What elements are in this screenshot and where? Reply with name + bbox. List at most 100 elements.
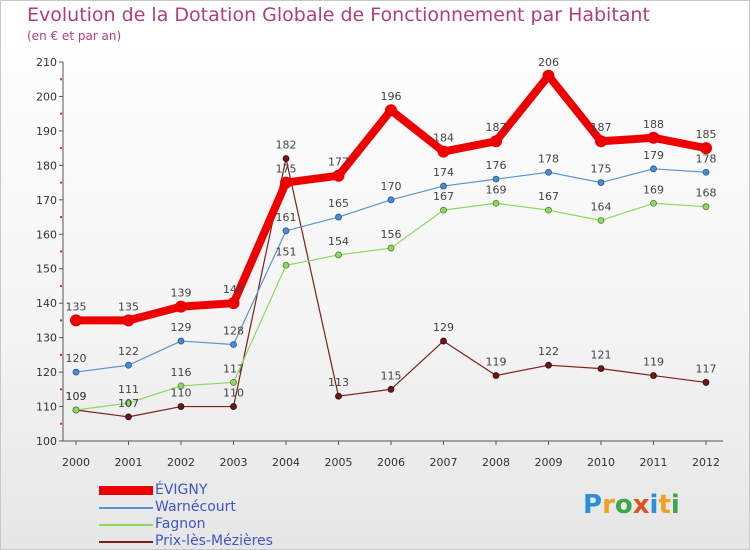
data-label-evigny: 188 xyxy=(643,118,664,131)
data-label-warnecourt: 129 xyxy=(171,321,192,334)
data-point-fagnon xyxy=(125,399,132,407)
series-layer xyxy=(70,69,712,421)
data-point-evigny xyxy=(595,135,607,148)
data-point-fagnon xyxy=(492,199,500,207)
data-label-prix-les-mezieres: 107 xyxy=(118,397,139,410)
x-tick-label: 2002 xyxy=(167,456,195,469)
data-label-evigny: 187 xyxy=(486,121,507,134)
data-label-fagnon: 156 xyxy=(381,228,402,241)
data-label-fagnon: 164 xyxy=(591,200,612,213)
data-label-evigny: 135 xyxy=(66,300,87,313)
data-point-evigny xyxy=(385,104,397,117)
data-label-prix-les-mezieres: 122 xyxy=(538,345,559,358)
data-label-prix-les-mezieres: 182 xyxy=(276,138,297,151)
data-label-fagnon: 154 xyxy=(328,235,349,248)
y-tick-label: 120 xyxy=(36,366,57,379)
legend-swatch-fagnon xyxy=(99,524,153,526)
data-label-warnecourt: 128 xyxy=(223,325,244,338)
chart-subtitle: (en € et par an) xyxy=(27,29,122,43)
data-point-evigny xyxy=(280,176,292,189)
data-point-evigny xyxy=(490,135,502,148)
y-minor-tick xyxy=(60,216,62,219)
data-label-fagnon: 111 xyxy=(118,383,139,396)
data-label-fagnon: 151 xyxy=(276,245,297,258)
data-label-evigny: 135 xyxy=(118,300,139,313)
data-label-evigny: 140 xyxy=(223,283,244,296)
x-tick-label: 2003 xyxy=(220,456,248,469)
data-point-warnecourt xyxy=(177,337,185,345)
x-tick-label: 2011 xyxy=(640,456,668,469)
y-tick-label: 150 xyxy=(36,263,57,276)
data-point-fagnon xyxy=(387,244,395,252)
x-tick-label: 2005 xyxy=(325,456,353,469)
y-minor-tick xyxy=(60,78,62,81)
data-point-prix-les-mezieres xyxy=(702,379,710,386)
data-point-evigny xyxy=(332,169,345,182)
data-point-warnecourt xyxy=(72,368,80,376)
data-point-prix-les-mezieres xyxy=(597,365,605,373)
y-tick-label: 200 xyxy=(36,90,57,103)
data-point-prix-les-mezieres xyxy=(545,361,552,369)
data-label-prix-les-mezieres: 117 xyxy=(696,362,717,375)
data-label-fagnon: 168 xyxy=(696,187,717,200)
data-label-prix-les-mezieres: 121 xyxy=(591,349,612,362)
data-label-evigny: 175 xyxy=(276,163,297,176)
x-tick-label: 2012 xyxy=(692,456,720,469)
data-point-evigny xyxy=(647,131,660,144)
data-point-fagnon xyxy=(335,251,342,259)
x-tick-label: 2008 xyxy=(482,456,510,469)
data-label-prix-les-mezieres: 119 xyxy=(643,356,664,369)
data-point-fagnon xyxy=(282,261,290,269)
x-tick-label: 2006 xyxy=(377,456,405,469)
data-point-prix-les-mezieres xyxy=(177,403,185,410)
y-minor-tick xyxy=(60,353,62,356)
legend: ÉVIGNY Warnécourt Fagnon Prix-lès-Mézièr… xyxy=(99,482,359,550)
data-point-warnecourt xyxy=(650,165,657,173)
y-tick-label: 210 xyxy=(36,56,57,69)
legend-swatch-warnecourt xyxy=(99,507,153,509)
data-label-prix-les-mezieres: 119 xyxy=(486,356,507,369)
data-point-fagnon xyxy=(230,379,237,386)
legend-swatch-evigny xyxy=(99,486,153,495)
legend-label-warnecourt: Warnécourt xyxy=(155,499,236,515)
data-label-evigny: 185 xyxy=(696,128,717,141)
data-label-fagnon: 109 xyxy=(66,390,87,403)
data-point-evigny xyxy=(122,314,135,327)
data-point-fagnon xyxy=(177,382,185,390)
chart-title: Evolution de la Dotation Globale de Fonc… xyxy=(27,4,650,26)
y-minor-tick xyxy=(60,147,62,150)
logo-letter: i xyxy=(670,490,680,520)
data-point-warnecourt xyxy=(125,361,132,369)
data-point-evigny xyxy=(437,145,450,158)
data-label-prix-les-mezieres: 129 xyxy=(433,321,454,334)
logo-letter: r xyxy=(602,490,615,520)
legend-item-fagnon: Fagnon xyxy=(99,516,359,533)
x-tick-label: 2009 xyxy=(535,456,563,469)
data-point-fagnon xyxy=(72,406,80,414)
data-label-warnecourt: 174 xyxy=(433,166,454,179)
data-point-evigny xyxy=(175,300,187,313)
legend-label-fagnon: Fagnon xyxy=(155,516,206,532)
data-label-warnecourt: 170 xyxy=(381,180,402,193)
data-point-prix-les-mezieres xyxy=(335,392,342,400)
y-minor-tick xyxy=(60,319,62,322)
data-label-evigny: 206 xyxy=(538,56,559,69)
data-point-fagnon xyxy=(650,199,657,207)
y-tick-label: 130 xyxy=(36,332,57,345)
y-minor-tick xyxy=(60,181,62,184)
data-label-warnecourt: 179 xyxy=(643,149,664,162)
data-label-prix-les-mezieres: 113 xyxy=(328,376,349,389)
data-point-prix-les-mezieres xyxy=(282,155,290,162)
data-label-evigny: 184 xyxy=(433,132,454,145)
y-minor-tick xyxy=(60,112,62,115)
logo-letter: i xyxy=(649,490,659,520)
data-label-fagnon: 117 xyxy=(223,362,244,375)
data-label-prix-les-mezieres: 110 xyxy=(171,387,192,400)
data-labels-layer: 109 107 110 110 182 113 115 129 119 122 121 119 117 1… xyxy=(66,56,717,410)
data-label-warnecourt: 161 xyxy=(276,211,297,224)
data-point-warnecourt xyxy=(335,213,342,221)
y-tick-label: 110 xyxy=(36,401,57,414)
data-label-warnecourt: 178 xyxy=(538,152,559,165)
x-tick-label: 2000 xyxy=(62,456,90,469)
data-point-evigny xyxy=(70,314,82,327)
